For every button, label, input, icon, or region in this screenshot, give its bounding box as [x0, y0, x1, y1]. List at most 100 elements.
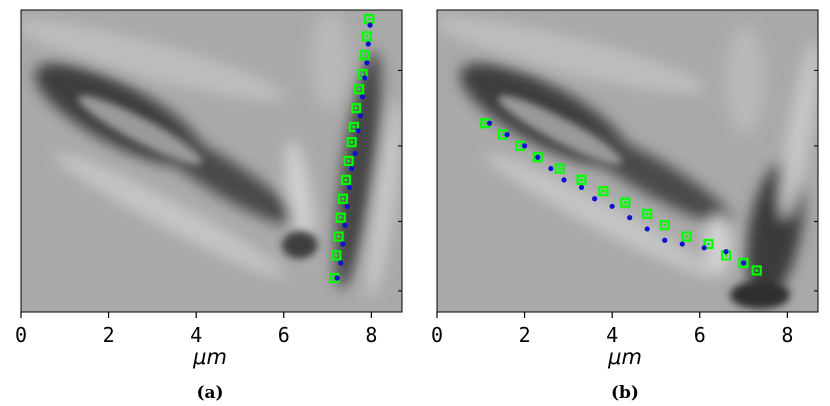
panel-a-green-marker-5 [350, 103, 362, 114]
panel-b-x-axis: 0 2 4 6 8 [431, 69, 818, 347]
panel-b-green-dot-2 [518, 144, 522, 148]
panel-b-green-marker-6 [598, 186, 609, 197]
panel-b-green-dot-10 [685, 234, 689, 239]
panel-b-green-marker-14 [751, 265, 762, 276]
panel-b-image [437, 10, 818, 312]
panel-b-green-marker-9 [659, 220, 670, 231]
panel-b-blue-point-2 [521, 143, 528, 149]
panel-a-blue-point-14 [334, 275, 340, 281]
panel-b-xlabel: μm [607, 345, 642, 369]
panel-b-green-dot-0 [483, 121, 487, 125]
panel-a-blue-point-11 [342, 222, 348, 228]
panel-b-green-dot-5 [579, 178, 584, 182]
panel-a-green-marker-1 [361, 31, 373, 42]
panel-a-green-dot-9 [344, 178, 348, 182]
panel-b-blue-point-14 [723, 249, 729, 255]
panel-a-xtick-label-3: 6 [278, 323, 290, 347]
panel-a-xtick-label-0: 0 [15, 323, 27, 347]
panel-b-blue-point-8 [609, 203, 615, 209]
panel-b-xtick-label-4: 8 [781, 323, 793, 347]
panel-a-blue-point-5 [357, 113, 363, 119]
panel-a-green-dot-10 [341, 197, 345, 201]
panel-b-blue-point-3 [535, 154, 541, 160]
panel-a-green-dot-7 [350, 140, 354, 144]
panel-a-blue-point-8 [349, 165, 355, 172]
panel-a-blue-point-10 [344, 203, 350, 209]
panel-a-blue-point-4 [359, 94, 366, 100]
panel-b-blue-point-9 [627, 215, 633, 221]
panel-a-blue-point-9 [346, 184, 353, 191]
panel-a-blue-point-1 [365, 41, 371, 47]
panel-b-xtick-label-0: 0 [431, 323, 443, 347]
panel-a-green-dot-6 [352, 125, 356, 129]
panel-b-green-dot-14 [755, 268, 759, 273]
panel-a-blue-point-12 [340, 241, 346, 247]
panel-b-xtick-label-2: 4 [606, 323, 618, 347]
panel-b-green-dot-8 [645, 212, 649, 216]
panel-b-blue-point-6 [578, 184, 585, 191]
panel-a-blue-point-7 [352, 150, 358, 157]
panel-b-blue-point-5 [561, 177, 567, 183]
panel-b-xtick-label-1: 2 [519, 323, 531, 347]
panel-a-green-dot-11 [339, 216, 343, 220]
panel-b-green-dot-4 [558, 166, 562, 171]
panel-b-green-marker-5 [576, 174, 587, 185]
panel-b-green-dot-1 [501, 132, 505, 137]
panel-a-green-dot-12 [336, 234, 341, 239]
panel-a-xlabel: μm [192, 345, 227, 369]
panel-b-frame [436, 9, 819, 313]
panel-b-blue-point-15 [740, 260, 747, 266]
panel-b-blue-point-0 [486, 120, 493, 126]
panel-a-green-marker-7 [346, 137, 357, 148]
panel-b-blue-point-1 [504, 131, 510, 138]
panel-a-green-marker-9 [340, 174, 352, 185]
panel-a-marks [329, 13, 375, 284]
panel-a-xtick-label-2: 4 [190, 323, 202, 347]
panel-a-blue-point-3 [362, 75, 368, 81]
panel-b-green-dot-6 [601, 189, 606, 193]
panel-a-green-dot-4 [357, 87, 361, 91]
panel-b-xtick-label-3: 6 [694, 323, 706, 347]
panel-b-green-marker-8 [642, 208, 653, 219]
panel-a-green-marker-2 [359, 50, 370, 61]
panel-b-green-marker-11 [703, 238, 714, 250]
panel-b-blue-point-10 [644, 226, 650, 232]
panel-a-image [21, 10, 402, 312]
panel-a-blue-point-13 [338, 260, 344, 266]
panel-a-xtick-label-1: 2 [103, 323, 115, 347]
panel-a-green-marker-11 [335, 212, 346, 223]
panel-b-green-marker-4 [554, 163, 565, 174]
panel-a-caption: (a) [196, 383, 223, 403]
panel-a-blue-point-0 [367, 22, 373, 28]
panel-a-green-dot-1 [365, 34, 369, 39]
panel-b-green-dot-12 [724, 253, 728, 257]
panel-a-green-marker-10 [337, 193, 348, 204]
panel-a-green-marker-8 [343, 155, 354, 167]
panel-b-blue-point-13 [701, 245, 707, 251]
panel-a-xtick-label-4: 8 [365, 323, 377, 347]
panel-a-green-marker-4 [353, 84, 365, 95]
panel-a-green-marker-13 [331, 250, 342, 261]
panel-a: 0 2 4 6 8 μm (a) [15, 9, 403, 403]
panel-a-x-axis: 0 2 4 6 8 [15, 69, 402, 347]
panel-b-green-marker-7 [620, 197, 631, 208]
panel-a-green-dot-5 [354, 106, 358, 110]
panel-a-blue-point-2 [364, 60, 370, 66]
panel-a-green-dot-8 [346, 159, 351, 163]
panel-a-green-marker-12 [333, 231, 344, 242]
panel-b-marks [480, 118, 762, 276]
panel-b-caption: (b) [611, 383, 639, 403]
panel-b-green-marker-13 [738, 257, 749, 269]
panel-a-green-dot-3 [360, 72, 365, 76]
panel-b: 0 2 4 6 8 μm (b) [431, 9, 819, 403]
panel-a-blue-point-6 [355, 128, 361, 134]
panel-b-green-dot-11 [706, 242, 711, 246]
panel-b-blue-point-7 [592, 196, 598, 202]
panel-b-blue-point-11 [662, 237, 668, 243]
panel-a-green-dot-13 [334, 253, 338, 257]
panel-b-green-marker-10 [681, 231, 692, 242]
panel-a-green-dot-0 [367, 17, 371, 21]
panel-a-frame [20, 9, 403, 313]
panel-a-green-dot-2 [363, 53, 367, 57]
